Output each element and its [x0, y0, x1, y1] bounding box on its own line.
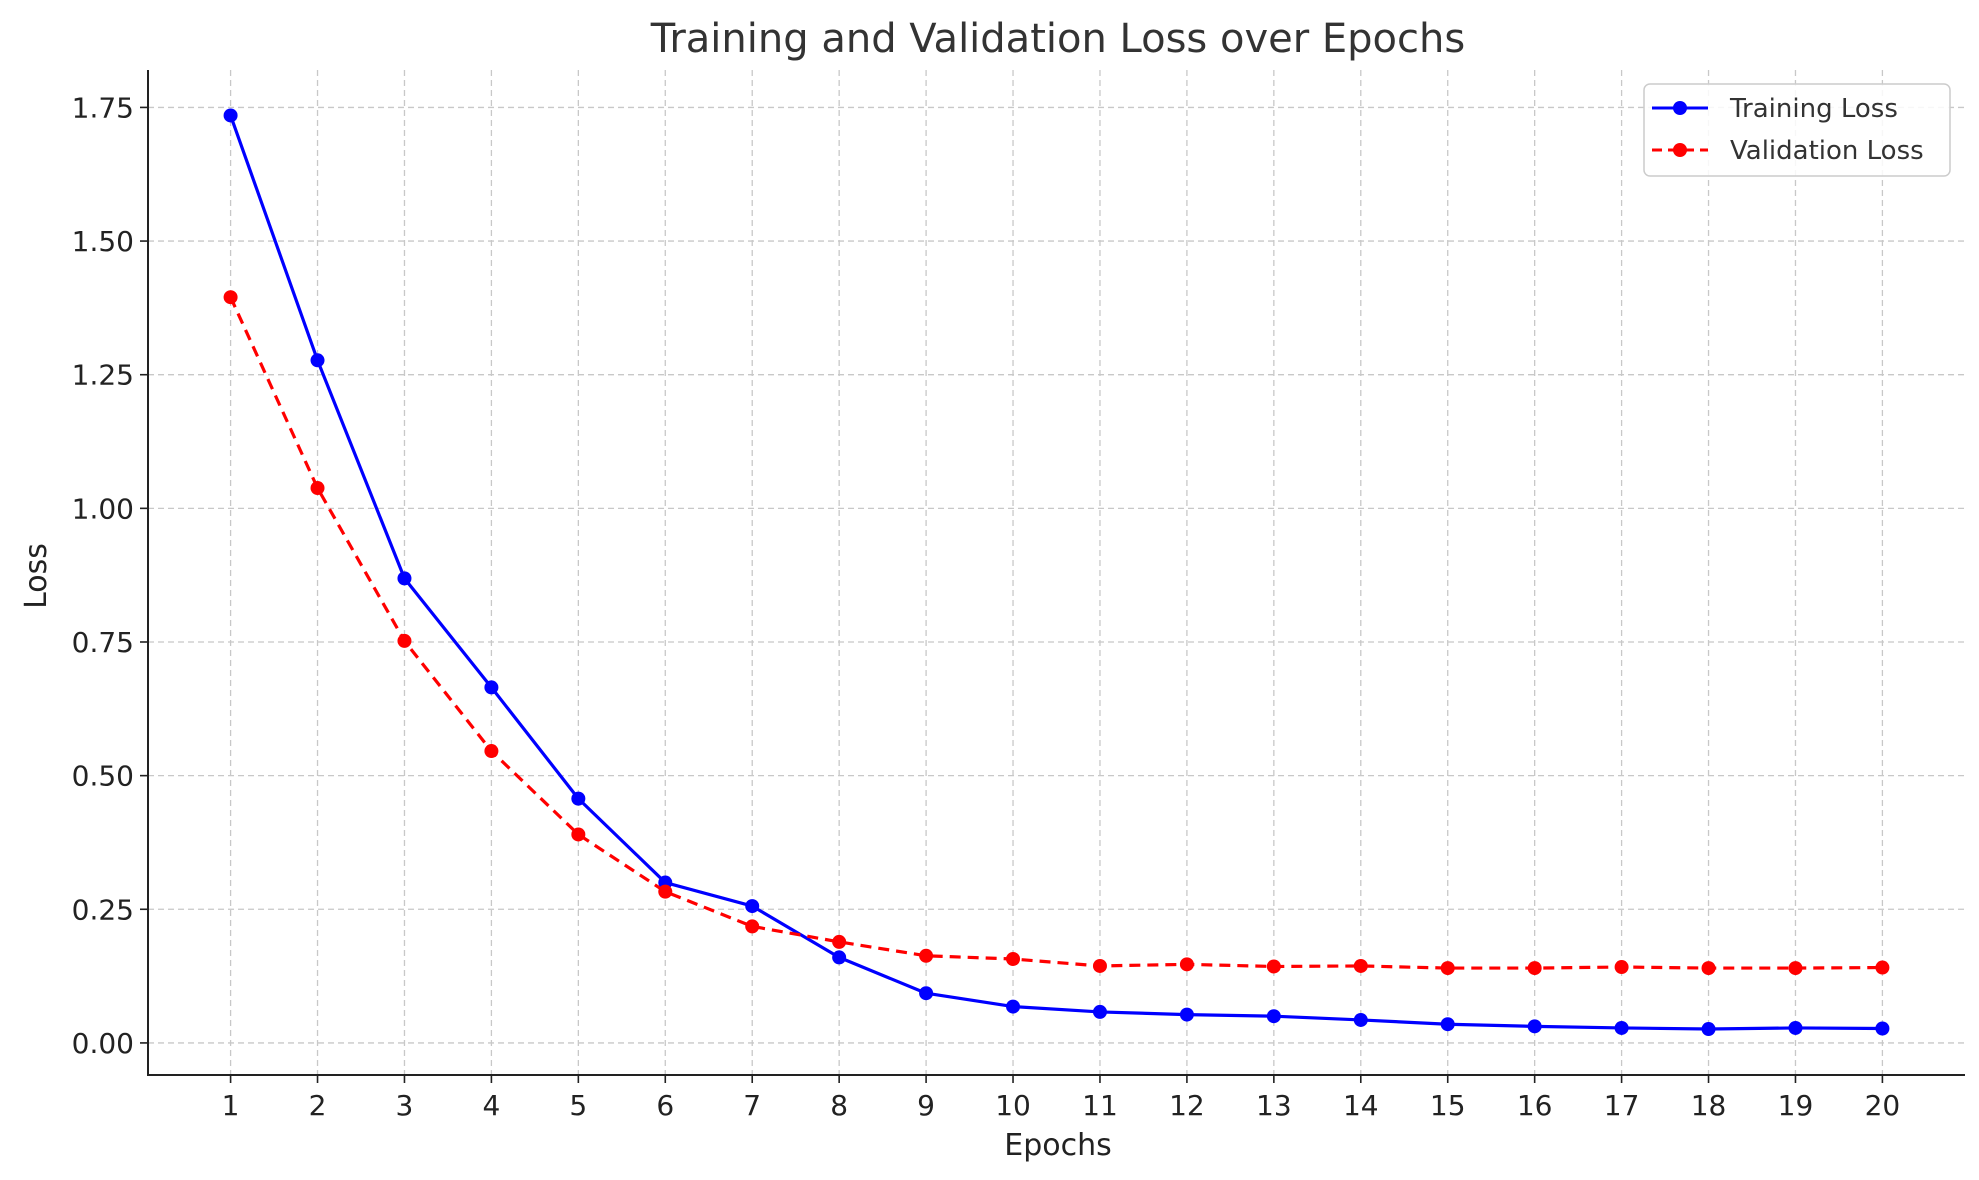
- validation-loss-point: [1875, 960, 1890, 975]
- training-loss-point: [1614, 1020, 1629, 1035]
- legend: Training Loss Validation Loss: [1643, 83, 1951, 177]
- validation-loss-point: [1527, 961, 1542, 976]
- training-loss-point: [919, 986, 934, 1001]
- training-loss-point: [571, 791, 586, 806]
- validation-loss-point: [223, 290, 238, 305]
- series-validation-loss: [223, 290, 1890, 976]
- training-loss-point: [1179, 1007, 1194, 1022]
- x-tick-label: 20: [1865, 1089, 1901, 1122]
- x-tick-label: 3: [396, 1089, 414, 1122]
- training-loss-point: [832, 950, 847, 965]
- x-tick-label: 5: [569, 1089, 587, 1122]
- series-layer: [223, 108, 1890, 1037]
- grid-lines: [148, 70, 1965, 1075]
- training-loss-point: [1266, 1009, 1281, 1024]
- validation-loss-point: [658, 884, 673, 899]
- training-loss-point: [310, 353, 325, 368]
- validation-loss-point: [1266, 959, 1281, 974]
- training-loss-point: [1527, 1019, 1542, 1034]
- x-axis-ticks: 1 2 3 4 5 6 7 8 9 10 11 12 13 14 15 16 17 18 19 20: [222, 1075, 1901, 1122]
- validation-loss-point: [1006, 951, 1021, 966]
- training-loss-point: [1353, 1012, 1368, 1027]
- validation-loss-point: [1440, 961, 1455, 976]
- legend-label-validation: Validation Loss: [1730, 136, 1924, 166]
- y-tick-label: 0.00: [72, 1027, 134, 1060]
- x-tick-label: 4: [482, 1089, 500, 1122]
- x-tick-label: 17: [1604, 1089, 1640, 1122]
- training-loss-point: [1440, 1017, 1455, 1032]
- training-loss-point: [1875, 1021, 1890, 1036]
- x-tick-label: 19: [1778, 1089, 1814, 1122]
- training-loss-point: [745, 899, 760, 914]
- validation-loss-point: [571, 827, 586, 842]
- validation-loss-point: [1353, 958, 1368, 973]
- legend-label-training: Training Loss: [1729, 94, 1898, 124]
- x-tick-label: 10: [995, 1089, 1031, 1122]
- x-tick-label: 18: [1691, 1089, 1727, 1122]
- validation-loss-point: [919, 948, 934, 963]
- x-tick-label: 1: [222, 1089, 240, 1122]
- validation-loss-point: [1701, 961, 1716, 976]
- y-axis-ticks: 0.00 0.25 0.50 0.75 1.00 1.25 1.50 1.75: [72, 91, 148, 1060]
- validation-loss-point: [1092, 958, 1107, 973]
- legend-marker-validation: [1673, 143, 1687, 157]
- y-tick-label: 1.25: [72, 359, 134, 392]
- validation-loss-point: [310, 481, 325, 496]
- x-tick-label: 11: [1082, 1089, 1118, 1122]
- y-tick-label: 0.75: [72, 626, 134, 659]
- x-tick-label: 13: [1256, 1089, 1292, 1122]
- x-tick-label: 6: [656, 1089, 674, 1122]
- chart-title: Training and Validation Loss over Epochs: [650, 16, 1465, 62]
- legend-box: [1643, 83, 1951, 177]
- x-tick-label: 2: [309, 1089, 327, 1122]
- legend-marker-training: [1673, 101, 1687, 115]
- x-tick-label: 7: [743, 1089, 761, 1122]
- x-axis-label: Epochs: [1004, 1128, 1112, 1163]
- validation-loss-line: [229, 296, 1883, 970]
- training-loss-point: [484, 680, 499, 695]
- axis-spines: [147, 70, 1965, 1076]
- validation-loss-point: [1788, 961, 1803, 976]
- x-tick-label: 16: [1517, 1089, 1553, 1122]
- training-loss-point: [397, 571, 412, 586]
- training-loss-point: [223, 108, 238, 123]
- validation-loss-point: [832, 934, 847, 949]
- x-tick-label: 9: [917, 1089, 935, 1122]
- y-axis-label: Loss: [19, 543, 54, 609]
- y-tick-label: 1.50: [72, 225, 134, 258]
- x-tick-label: 15: [1430, 1089, 1466, 1122]
- training-loss-point: [1092, 1004, 1107, 1019]
- x-tick-label: 8: [830, 1089, 848, 1122]
- training-loss-point: [1006, 999, 1021, 1014]
- validation-loss-point: [1614, 960, 1629, 975]
- validation-loss-point: [484, 744, 499, 759]
- series-training-loss: [223, 108, 1890, 1037]
- y-tick-label: 0.50: [72, 760, 134, 793]
- training-loss-point: [1701, 1022, 1716, 1037]
- y-tick-label: 1.75: [72, 91, 134, 124]
- training-loss-point: [1788, 1020, 1803, 1035]
- training-loss-line: [229, 114, 1883, 1031]
- x-tick-label: 14: [1343, 1089, 1379, 1122]
- validation-loss-point: [397, 633, 412, 648]
- validation-loss-point: [745, 919, 760, 934]
- x-tick-label: 12: [1169, 1089, 1205, 1122]
- y-tick-label: 0.25: [72, 893, 134, 926]
- y-tick-label: 1.00: [72, 492, 134, 525]
- validation-loss-point: [1179, 957, 1194, 972]
